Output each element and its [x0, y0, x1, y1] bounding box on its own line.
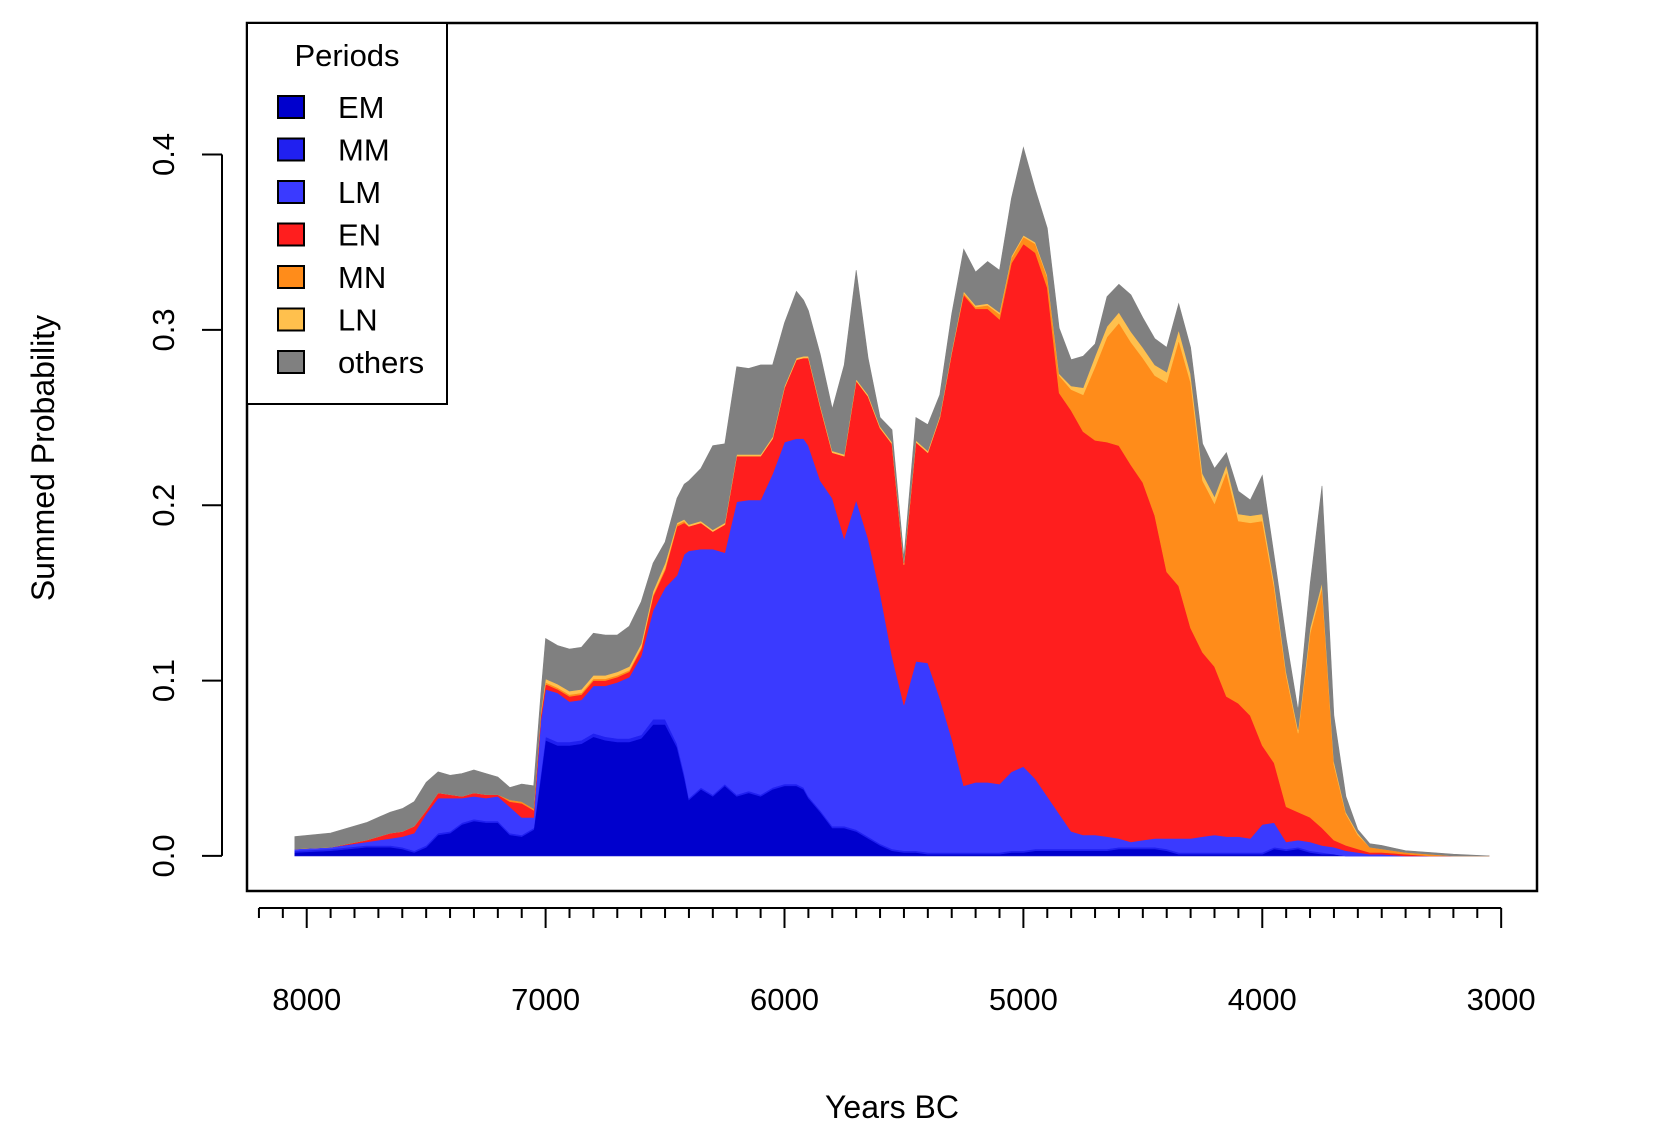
y-tick-label: 0.0	[146, 834, 181, 877]
legend-items: EM MM LM EN MN LN others	[277, 90, 424, 380]
legend-swatch-em	[277, 95, 305, 119]
legend-label-lm: LM	[338, 175, 381, 210]
x-tick-label: 8000	[272, 982, 341, 1017]
area-others	[294, 146, 1490, 857]
y-tick-label: 0.2	[146, 484, 181, 527]
legend-label-em: EM	[338, 90, 385, 125]
y-tick-label: 0.1	[146, 659, 181, 702]
x-tick-label: 5000	[989, 982, 1058, 1017]
x-tick-label: 4000	[1228, 982, 1297, 1017]
legend-label-others: others	[338, 345, 424, 380]
y-tick-label: 0.3	[146, 308, 181, 351]
legend-swatch-mn	[277, 265, 305, 289]
x-tick-label: 3000	[1467, 982, 1536, 1017]
y-axis: 0.0 0.1 0.2 0.3 0.4	[146, 133, 223, 877]
legend: Periods EM MM LM EN MN LN others	[246, 22, 448, 405]
legend-box	[246, 22, 448, 405]
area-layers	[294, 146, 1490, 857]
legend-label-ln: LN	[338, 303, 378, 338]
legend-swatch-en	[277, 222, 305, 247]
y-tick-label: 0.4	[146, 133, 181, 176]
legend-label-mm: MM	[338, 133, 390, 168]
plot-frame	[245, 21, 1539, 893]
legend-swatch-others	[277, 350, 305, 374]
legend-label-en: EN	[338, 218, 381, 253]
x-axis: 8000 7000 6000 5000 4000 3000	[257, 907, 1536, 1017]
y-axis-title: Summed Probability	[25, 315, 61, 601]
x-tick-label: 6000	[750, 982, 819, 1017]
x-axis-title: Years BC	[825, 1089, 959, 1125]
x-tick-label: 7000	[511, 982, 580, 1017]
legend-title: Periods	[294, 38, 399, 73]
legend-label-mn: MN	[338, 260, 386, 295]
legend-swatch-lm	[277, 180, 305, 204]
legend-swatch-mm	[277, 137, 305, 162]
legend-swatch-ln	[277, 307, 305, 332]
